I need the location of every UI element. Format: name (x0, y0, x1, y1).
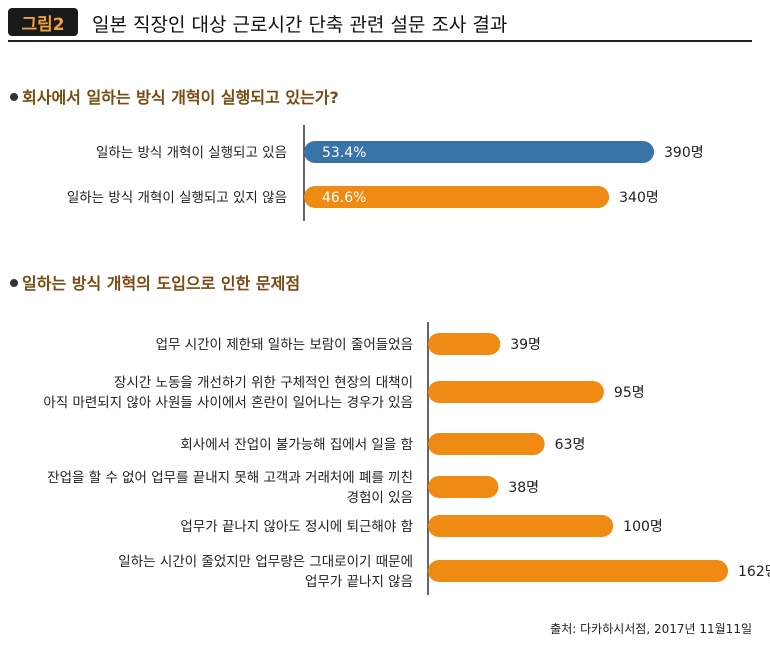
chart2-value-label: 95명 (614, 385, 645, 401)
chart2-bar (428, 515, 614, 537)
chart2-bar (428, 476, 499, 498)
title-divider (8, 40, 752, 42)
chart2-category-label: 업무가 끝나지 않아도 정시에 퇴근해야 함 (180, 519, 413, 535)
chart2-value-label: 162명 (738, 564, 770, 580)
chart2-category-label: 경험이 있음 (347, 490, 413, 506)
chart2-bar (428, 560, 728, 582)
figure-title: 일본 직장인 대상 근로시간 단축 관련 설문 조사 결과 (92, 14, 508, 36)
chart2-value-label: 100명 (623, 519, 663, 535)
chart2-category-label: 아직 마련되지 않아 사원들 사이에서 혼란이 일어나는 경우가 있음 (43, 395, 413, 411)
chart2-category-label: 장시간 노동을 개선하기 위한 구체적인 현장의 대책이 (114, 375, 413, 391)
chart2-category-label: 일하는 시간이 줄었지만 업무량은 그대로이기 때문에 (118, 554, 413, 570)
chart2-category-label: 업무가 끝나지 않음 (305, 574, 413, 590)
chart2-category-label: 회사에서 잔업이 불가능해 집에서 일을 함 (180, 437, 413, 453)
chart1-percent-label: 53.4% (322, 145, 366, 161)
chart2-bar (428, 333, 501, 355)
bullet-dot-1 (10, 93, 18, 101)
chart1-bar (304, 186, 610, 208)
figure-badge: 그림2 (8, 8, 78, 36)
section-title-1: 회사에서 일하는 방식 개혁이 실행되고 있는가? (22, 88, 339, 107)
chart2-category-label: 잔업을 할 수 없어 업무를 끝내지 못해 고객과 거래처에 폐를 끼친 (47, 470, 413, 486)
chart2-value-label: 38명 (508, 480, 539, 496)
chart1-value-label: 390명 (664, 145, 704, 161)
chart1-category-label: 일하는 방식 개혁이 실행되고 있음 (96, 145, 287, 161)
chart2-category-label: 업무 시간이 제한돼 일하는 보람이 줄어들었음 (156, 337, 413, 353)
chart1-bar (304, 141, 654, 163)
chart2-value-label: 39명 (510, 337, 541, 353)
chart2-value-label: 63명 (555, 437, 586, 453)
chart2-bar (428, 433, 545, 455)
source-note: 출처: 다카하시서점, 2017년 11월11일 (550, 622, 752, 636)
chart1-percent-label: 46.6% (322, 190, 366, 206)
section-title-2: 일하는 방식 개혁의 도입으로 인한 문제점 (22, 274, 301, 293)
bullet-dot-2 (10, 279, 18, 287)
chart1-category-label: 일하는 방식 개혁이 실행되고 있지 않음 (67, 190, 287, 206)
chart2-bar (428, 381, 604, 403)
chart1-value-label: 340명 (619, 190, 659, 206)
